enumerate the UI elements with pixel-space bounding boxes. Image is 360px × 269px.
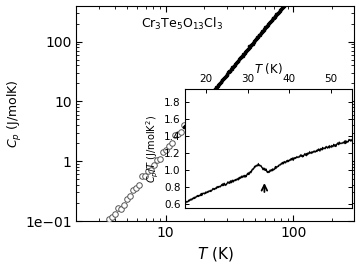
Text: Cr$_3$Te$_5$O$_{13}$Cl$_3$: Cr$_3$Te$_5$O$_{13}$Cl$_3$ xyxy=(141,16,223,33)
X-axis label: $T$ (K): $T$ (K) xyxy=(254,61,283,76)
Y-axis label: $C_p$ (J/molK): $C_p$ (J/molK) xyxy=(5,79,23,148)
Y-axis label: $C_p/T$ (J/molK$^2$): $C_p/T$ (J/molK$^2$) xyxy=(145,115,161,183)
X-axis label: $T$ (K): $T$ (K) xyxy=(197,245,234,263)
